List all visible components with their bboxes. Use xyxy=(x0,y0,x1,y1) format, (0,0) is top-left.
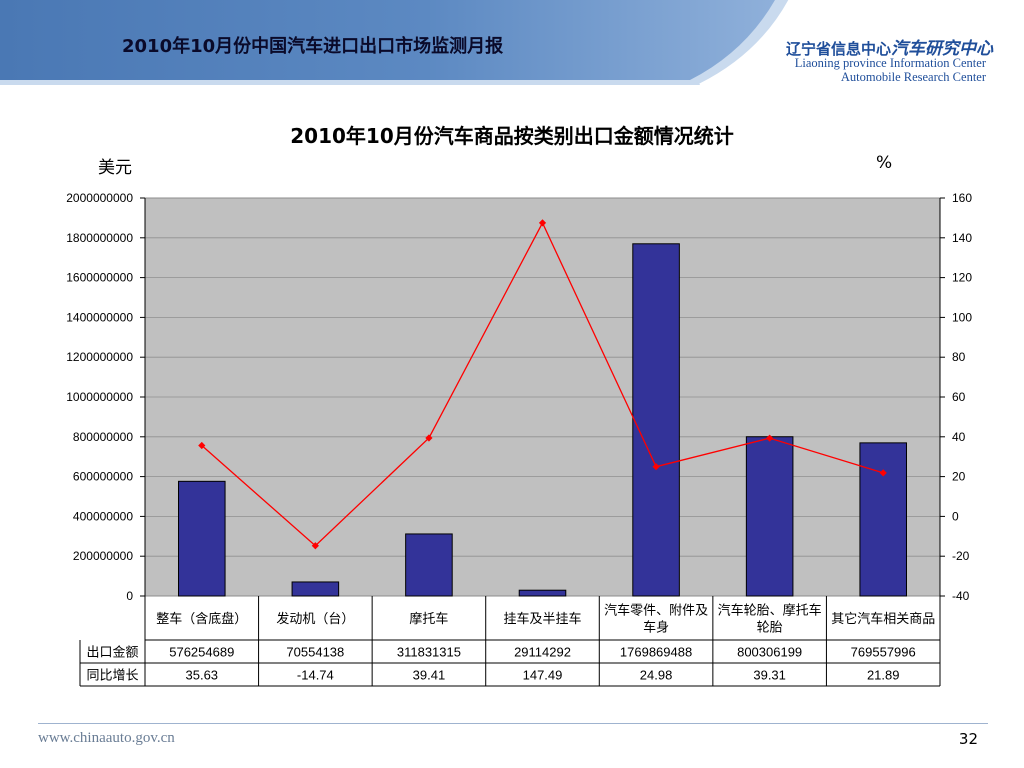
right-tick-label: 0 xyxy=(952,509,959,523)
right-axis-unit: % xyxy=(876,153,893,173)
right-tick-label: 140 xyxy=(952,231,972,245)
right-tick-label: 120 xyxy=(952,271,972,285)
left-axis-unit: 美元 xyxy=(98,158,132,178)
right-tick-label: 80 xyxy=(952,350,966,364)
category-label: 汽车零件、附件及 xyxy=(604,603,708,618)
left-tick-label: 2000000000 xyxy=(66,191,133,205)
category-label: 轮胎 xyxy=(757,620,783,635)
bar xyxy=(632,243,680,597)
right-tick-label: 100 xyxy=(952,310,972,324)
left-tick-label: 1200000000 xyxy=(66,350,133,364)
right-tick-label: 160 xyxy=(952,191,972,205)
org-name-en-line1: Liaoning province Information Center xyxy=(794,56,986,70)
data-label: 576254689 xyxy=(169,645,234,660)
data-label: 311831315 xyxy=(397,645,461,660)
bar xyxy=(745,436,794,597)
right-tick-label: 60 xyxy=(952,390,966,404)
category-label: 车身 xyxy=(643,620,669,635)
series-name: 同比增长 xyxy=(86,668,138,683)
data-label: 24.98 xyxy=(640,668,673,683)
page-number: 32 xyxy=(958,730,978,748)
right-tick-label: 40 xyxy=(952,430,966,444)
data-label: 1769869488 xyxy=(620,645,692,660)
bar xyxy=(291,581,340,597)
left-tick-label: 1400000000 xyxy=(66,310,133,324)
header-band xyxy=(0,0,792,85)
line-point xyxy=(879,469,887,477)
line-point xyxy=(766,434,774,442)
org-name-cn: 辽宁省信息中心汽车研究中心 xyxy=(786,34,993,59)
left-tick-label: 1600000000 xyxy=(66,271,133,285)
data-label: 39.31 xyxy=(753,668,786,683)
org-name-en-line2: Automobile Research Center xyxy=(840,70,986,84)
category-label: 整车（含底盘） xyxy=(156,611,247,626)
right-tick-label: 20 xyxy=(952,470,966,484)
left-tick-label: 0 xyxy=(126,589,133,603)
category-label: 发动机（台） xyxy=(276,611,354,626)
data-label: 35.63 xyxy=(186,668,219,683)
data-label: 769557996 xyxy=(851,645,916,660)
right-tick-label: -20 xyxy=(952,549,970,563)
left-tick-label: 200000000 xyxy=(73,549,133,563)
category-label: 挂车及半挂车 xyxy=(503,611,581,626)
org-name-cn-prefix: 辽宁省信息中心 xyxy=(786,40,892,58)
data-label: 29114292 xyxy=(514,645,571,660)
left-tick-label: 600000000 xyxy=(73,470,133,484)
line-point xyxy=(538,219,547,227)
data-label: -14.74 xyxy=(297,668,334,683)
line-point xyxy=(198,441,206,450)
report-title: 2010年10月份中国汽车进口出口市场监测月报 xyxy=(122,36,504,57)
data-label: 21.89 xyxy=(867,668,900,683)
data-label: 39.41 xyxy=(413,668,446,683)
category-label: 汽车轮胎、摩托车 xyxy=(718,603,822,618)
bar xyxy=(859,442,907,597)
data-label: 147.49 xyxy=(523,668,563,683)
category-label: 摩托车 xyxy=(409,611,448,626)
left-tick-label: 1800000000 xyxy=(66,231,133,245)
line-point xyxy=(425,434,433,442)
data-label: 800306199 xyxy=(737,645,802,660)
right-tick-label: -40 xyxy=(952,589,970,603)
line-point xyxy=(311,542,319,550)
data-label: 70554138 xyxy=(286,645,344,660)
bar xyxy=(518,589,567,597)
bar xyxy=(178,480,226,597)
bar xyxy=(405,533,453,597)
org-name-cn-highlight: 汽车研究中心 xyxy=(891,39,994,59)
series-name: 出口金额 xyxy=(86,645,138,660)
left-tick-label: 1000000000 xyxy=(66,390,133,404)
footer-divider xyxy=(38,723,988,724)
line-point xyxy=(652,463,660,471)
left-tick-label: 400000000 xyxy=(73,509,133,523)
footer-url[interactable]: www.chinaauto.gov.cn xyxy=(38,730,175,746)
left-tick-label: 800000000 xyxy=(73,430,133,444)
chart-title: 2010年10月份汽车商品按类别出口金额情况统计 xyxy=(290,124,734,148)
category-label: 其它汽车相关商品 xyxy=(831,611,935,626)
